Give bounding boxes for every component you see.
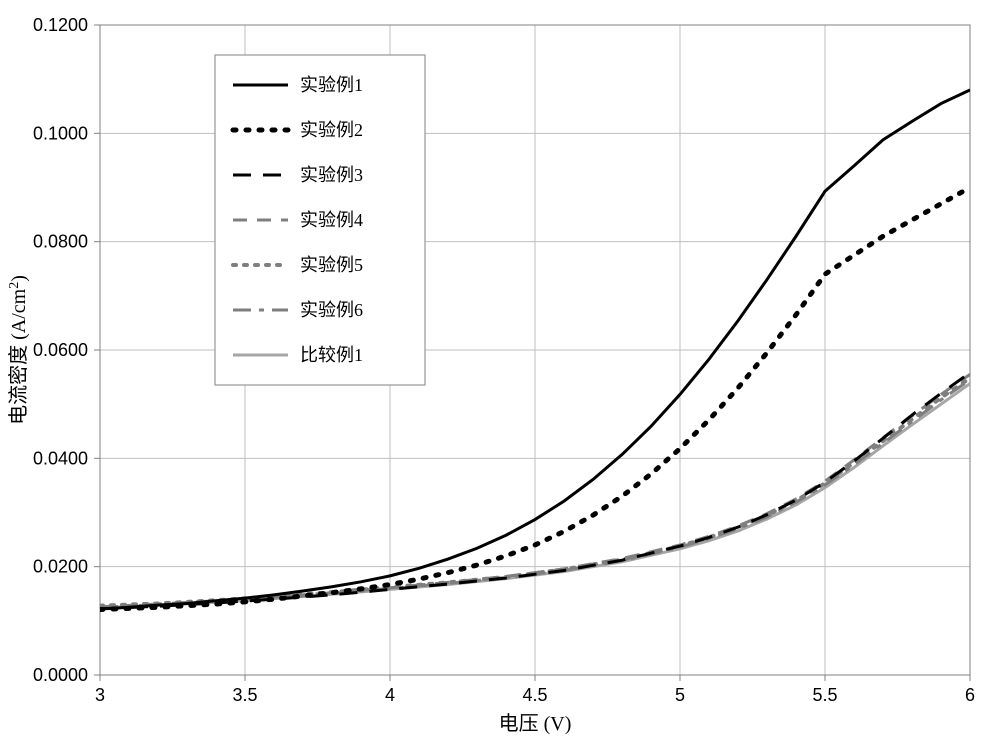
ytick-label: 0.0000 (33, 665, 88, 685)
xtick-label: 6 (965, 685, 975, 705)
xtick-label: 4.5 (522, 685, 547, 705)
xtick-label: 3.5 (232, 685, 257, 705)
ytick-label: 0.1000 (33, 123, 88, 143)
legend-label: 实验例6 (300, 300, 363, 320)
legend-label: 实验例1 (300, 75, 363, 95)
xtick-label: 5 (675, 685, 685, 705)
ytick-label: 0.1200 (33, 15, 88, 35)
chart-container: 3 3.5 4 4.5 5 5.5 6 0.0000 0.0200 0.0400 0.0600 0.0… (0, 0, 1000, 742)
legend-label: 实验例5 (300, 255, 363, 275)
legend-label: 实验例3 (300, 165, 363, 185)
ytick-label: 0.0400 (33, 448, 88, 468)
legend-label: 实验例2 (300, 120, 363, 140)
ytick-label: 0.0200 (33, 557, 88, 577)
legend-label: 实验例4 (300, 210, 363, 230)
ytick-label: 0.0800 (33, 232, 88, 252)
x-axis-label: 电压 (V) (499, 712, 572, 735)
xtick-label: 4 (385, 685, 395, 705)
legend-label: 比较例1 (300, 345, 363, 365)
xtick-label: 3 (95, 685, 105, 705)
y-axis-label: 电流密度 (A/cm2) (7, 275, 31, 425)
chart-svg: 3 3.5 4 4.5 5 5.5 6 0.0000 0.0200 0.0400 0.0600 0.0… (0, 0, 1000, 742)
ytick-label: 0.0600 (33, 340, 88, 360)
xtick-label: 5.5 (812, 685, 837, 705)
